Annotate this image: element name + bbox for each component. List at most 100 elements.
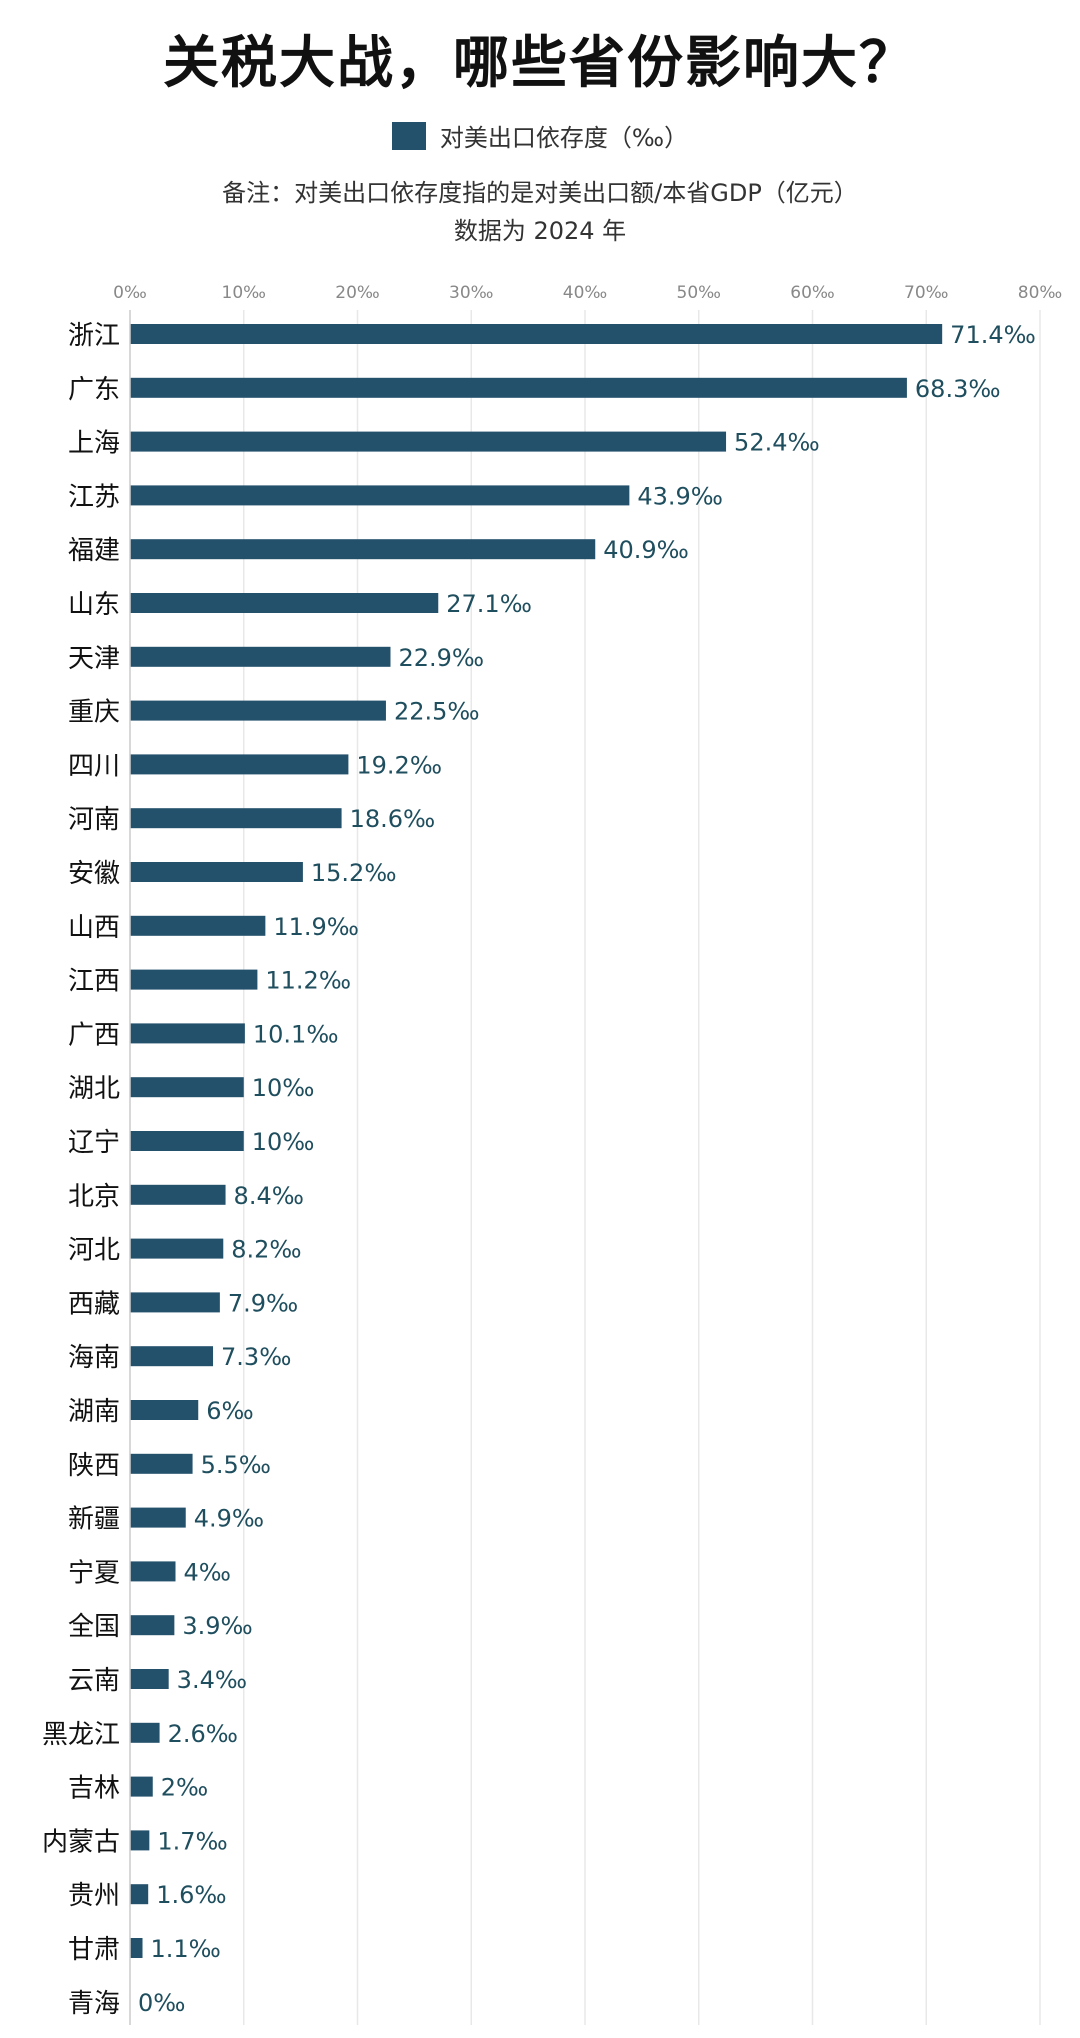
x-tick-label: 50‰ bbox=[677, 283, 721, 303]
value-label: 8.4‰ bbox=[234, 1182, 304, 1210]
category-label: 宁夏 bbox=[68, 1558, 120, 1588]
value-label: 19.2‰ bbox=[356, 751, 442, 779]
category-label: 云南 bbox=[68, 1666, 120, 1696]
x-tick-label: 40‰ bbox=[563, 283, 607, 303]
value-label: 1.1‰ bbox=[151, 1935, 221, 1963]
bar bbox=[130, 1184, 226, 1205]
x-tick-label: 10‰ bbox=[222, 283, 266, 303]
category-label: 江西 bbox=[68, 967, 120, 997]
bar bbox=[130, 646, 391, 667]
category-label: 上海 bbox=[68, 429, 120, 459]
bar bbox=[130, 377, 907, 398]
note-line-1: 备注：对美出口依存度指的是对美出口额/本省GDP（亿元） bbox=[222, 179, 858, 207]
category-label: 四川 bbox=[68, 751, 120, 781]
category-label: 山西 bbox=[68, 913, 120, 943]
value-label: 18.6‰ bbox=[350, 805, 436, 833]
bar bbox=[130, 1131, 244, 1151]
category-label: 河南 bbox=[68, 805, 120, 835]
bar bbox=[130, 485, 630, 506]
value-label: 71.4‰ bbox=[950, 321, 1036, 349]
category-label: 安徽 bbox=[68, 859, 120, 889]
bar bbox=[130, 1722, 160, 1743]
bar bbox=[130, 862, 303, 882]
value-label: 11.9‰ bbox=[273, 913, 359, 941]
category-label: 吉林 bbox=[68, 1774, 120, 1804]
category-label: 北京 bbox=[68, 1182, 120, 1212]
category-label: 湖南 bbox=[68, 1397, 120, 1427]
value-label: 68.3‰ bbox=[915, 375, 1001, 403]
bar bbox=[130, 1077, 244, 1098]
value-label: 43.9‰ bbox=[637, 482, 723, 510]
category-label: 青海 bbox=[68, 1989, 120, 2019]
value-label: 40.9‰ bbox=[603, 536, 689, 564]
value-label: 7.3‰ bbox=[221, 1343, 291, 1371]
bar bbox=[130, 1238, 224, 1259]
category-label: 重庆 bbox=[68, 698, 120, 728]
x-tick-label: 20‰ bbox=[335, 283, 379, 303]
category-label: 陕西 bbox=[68, 1451, 120, 1481]
x-tick-label: 70‰ bbox=[904, 283, 948, 303]
bar bbox=[130, 431, 727, 452]
bar bbox=[130, 1830, 150, 1851]
value-label: 15.2‰ bbox=[311, 859, 397, 887]
category-label: 山东 bbox=[68, 590, 120, 620]
category-label: 河北 bbox=[68, 1236, 120, 1266]
legend-label: 对美出口依存度（‰） bbox=[439, 124, 689, 152]
value-label: 10.1‰ bbox=[253, 1020, 339, 1048]
value-label: 4.9‰ bbox=[194, 1505, 264, 1533]
note-line-2: 数据为 2024 年 bbox=[453, 217, 627, 245]
category-label: 江苏 bbox=[68, 482, 120, 512]
bar bbox=[130, 754, 349, 775]
value-label: 7.9‰ bbox=[228, 1289, 298, 1317]
value-label: 3.9‰ bbox=[182, 1612, 252, 1640]
x-tick-label: 30‰ bbox=[449, 283, 493, 303]
chart-title: 关税大战，哪些省份影响大？ bbox=[163, 31, 917, 96]
category-label: 浙江 bbox=[68, 321, 120, 351]
category-label: 新疆 bbox=[68, 1505, 120, 1535]
category-label: 湖北 bbox=[68, 1074, 120, 1104]
category-label: 广东 bbox=[68, 375, 120, 405]
value-label: 4‰ bbox=[184, 1558, 231, 1586]
value-label: 2.6‰ bbox=[168, 1720, 238, 1748]
x-tick-label: 60‰ bbox=[790, 283, 834, 303]
value-label: 3.4‰ bbox=[177, 1666, 247, 1694]
value-label: 8.2‰ bbox=[231, 1236, 301, 1264]
value-label: 10‰ bbox=[252, 1074, 315, 1102]
value-label: 5.5‰ bbox=[201, 1451, 271, 1479]
bar bbox=[130, 700, 386, 721]
value-label: 11.2‰ bbox=[265, 967, 351, 995]
bar bbox=[130, 808, 342, 829]
bar bbox=[130, 1507, 186, 1528]
category-label: 西藏 bbox=[68, 1289, 120, 1319]
legend: 对美出口依存度（‰） bbox=[0, 118, 1080, 153]
bar bbox=[130, 1400, 199, 1420]
category-label: 天津 bbox=[68, 644, 120, 674]
bar bbox=[130, 539, 596, 560]
category-label: 黑龙江 bbox=[42, 1720, 120, 1750]
bar bbox=[130, 1615, 175, 1636]
category-label: 内蒙古 bbox=[42, 1827, 120, 1857]
legend-swatch bbox=[391, 121, 426, 150]
bar bbox=[130, 1292, 220, 1313]
category-label: 海南 bbox=[68, 1343, 120, 1373]
category-label: 辽宁 bbox=[68, 1128, 120, 1158]
value-label: 0‰ bbox=[138, 1989, 185, 2017]
bar bbox=[130, 1776, 153, 1797]
category-label: 甘肃 bbox=[68, 1935, 120, 1965]
category-label: 全国 bbox=[68, 1612, 120, 1642]
value-label: 1.7‰ bbox=[157, 1827, 227, 1855]
value-label: 22.5‰ bbox=[394, 698, 480, 726]
chart-note: 备注：对美出口依存度指的是对美出口额/本省GDP（亿元） 数据为 2024 年 bbox=[0, 174, 1080, 250]
bar bbox=[130, 1561, 176, 1582]
bar bbox=[130, 324, 943, 344]
bar bbox=[130, 1669, 169, 1689]
bar bbox=[130, 1884, 149, 1905]
value-label: 10‰ bbox=[252, 1128, 315, 1156]
value-label: 27.1‰ bbox=[446, 590, 532, 618]
bar bbox=[130, 969, 258, 990]
bar bbox=[130, 1453, 193, 1474]
bar bbox=[130, 593, 439, 613]
x-tick-label: 80‰ bbox=[1018, 283, 1062, 303]
category-label: 贵州 bbox=[68, 1881, 120, 1911]
